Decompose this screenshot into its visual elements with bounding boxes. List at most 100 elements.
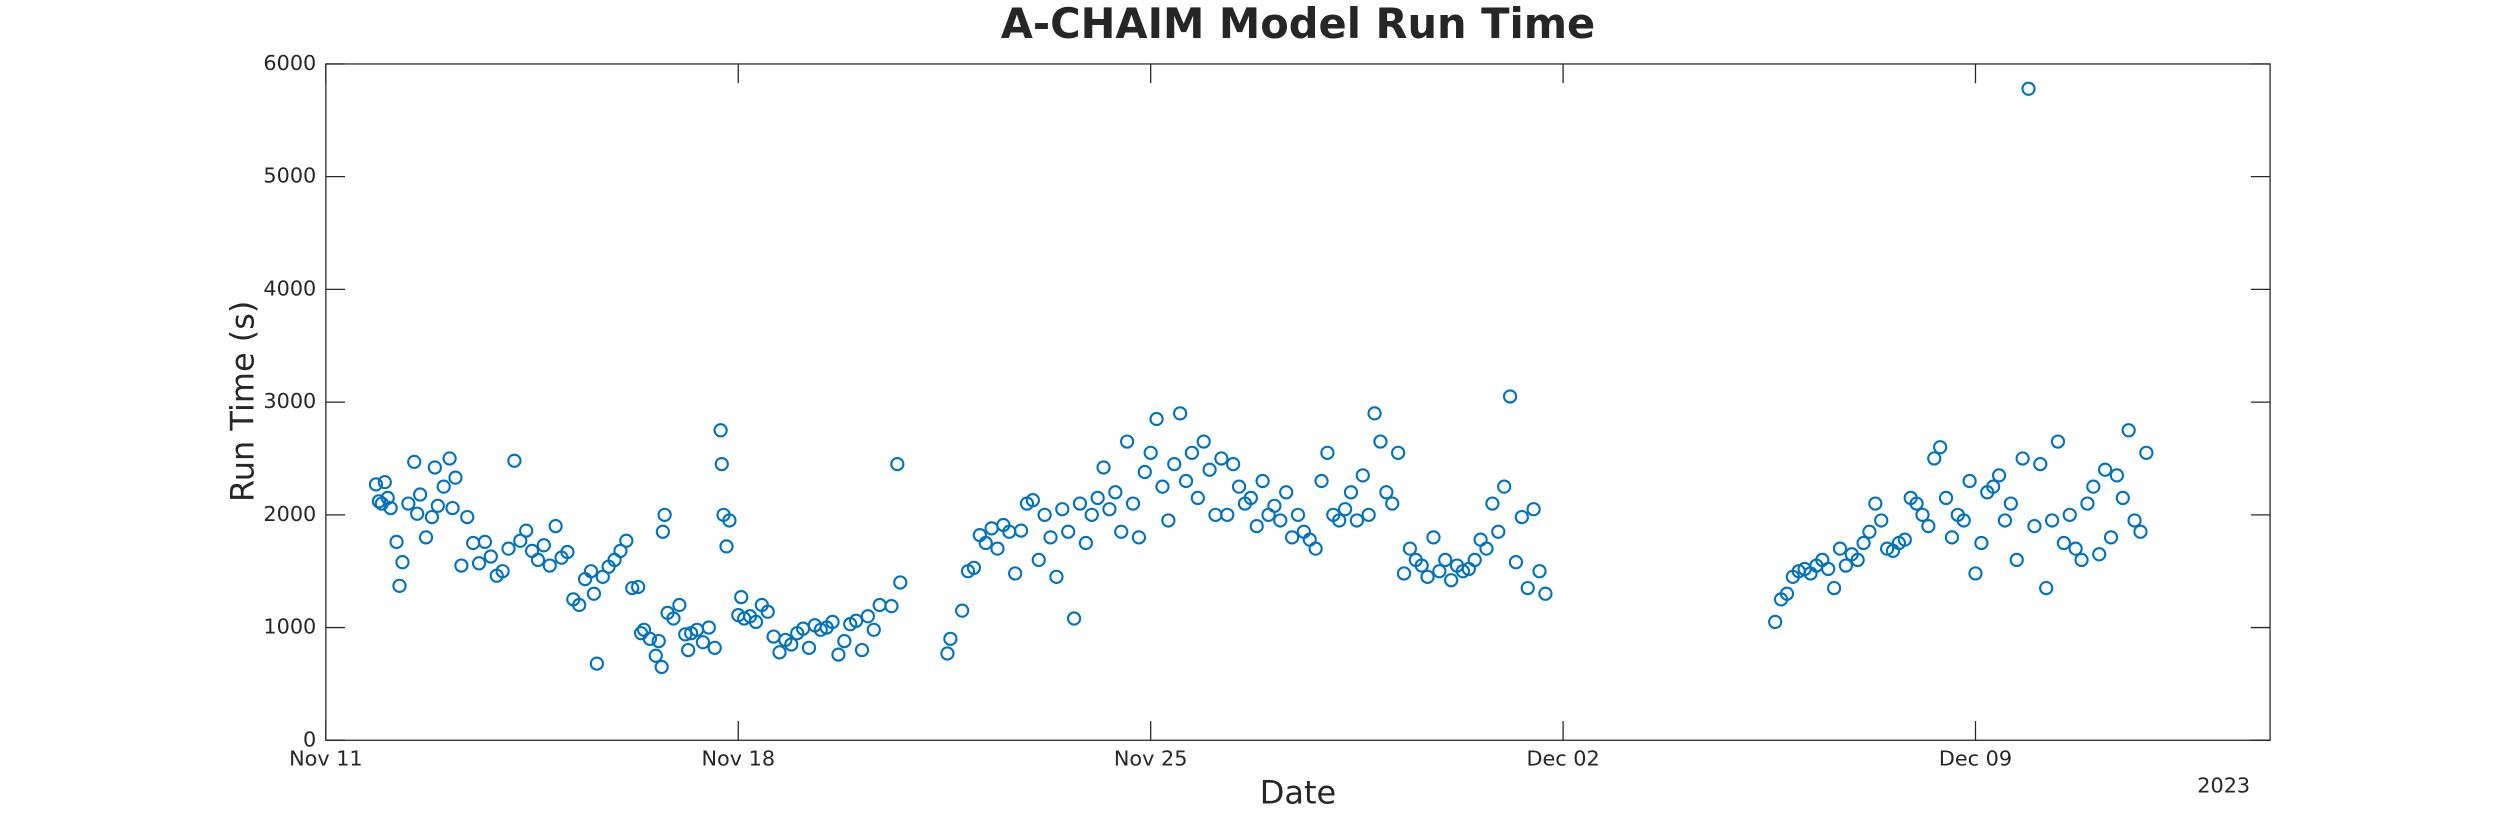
y-tick-label: 0 bbox=[303, 727, 316, 751]
data-point bbox=[1214, 451, 1229, 466]
data-point bbox=[1008, 566, 1023, 581]
data-point bbox=[642, 631, 658, 646]
data-point bbox=[1184, 445, 1200, 460]
data-point bbox=[1355, 468, 1370, 483]
data-point bbox=[436, 479, 451, 494]
data-point bbox=[2015, 451, 2030, 466]
data-point bbox=[1391, 445, 1406, 460]
data-point bbox=[648, 648, 663, 663]
data-point bbox=[1832, 541, 1848, 556]
data-point bbox=[801, 640, 817, 655]
data-point bbox=[734, 589, 749, 605]
data-point bbox=[966, 560, 982, 575]
data-point bbox=[1043, 530, 1058, 545]
data-point bbox=[1467, 552, 1482, 568]
data-point bbox=[848, 613, 864, 628]
data-point bbox=[984, 521, 999, 536]
data-point bbox=[442, 451, 457, 466]
x-tick-label: Dec 09 bbox=[1939, 746, 2012, 770]
data-point bbox=[2033, 456, 2048, 472]
data-point bbox=[784, 637, 799, 652]
data-point bbox=[1915, 507, 1930, 522]
data-point bbox=[631, 579, 646, 595]
data-point bbox=[424, 509, 440, 525]
data-point bbox=[2009, 552, 2024, 568]
data-point bbox=[1178, 473, 1194, 489]
data-point bbox=[2115, 490, 2130, 506]
data-point bbox=[657, 507, 672, 522]
data-point bbox=[1243, 490, 1258, 506]
data-point bbox=[722, 513, 737, 528]
data-point bbox=[1921, 518, 1936, 534]
data-point bbox=[1768, 614, 1783, 630]
data-point bbox=[1373, 434, 1388, 449]
data-point bbox=[1090, 490, 1105, 506]
data-point bbox=[1049, 569, 1064, 584]
data-point bbox=[460, 509, 475, 525]
data-point bbox=[2086, 479, 2101, 494]
data-point bbox=[2139, 445, 2154, 460]
data-point bbox=[2074, 552, 2089, 568]
data-point bbox=[1108, 485, 1123, 500]
data-point bbox=[413, 487, 428, 502]
data-point bbox=[760, 604, 775, 619]
data-point bbox=[893, 575, 908, 590]
data-point bbox=[825, 614, 840, 630]
data-point bbox=[1255, 473, 1270, 489]
data-point bbox=[1508, 555, 1524, 570]
data-point bbox=[1337, 502, 1353, 517]
data-point bbox=[714, 456, 729, 472]
data-point bbox=[1986, 479, 2001, 494]
data-point bbox=[1974, 535, 1989, 551]
data-point bbox=[1821, 561, 1836, 577]
data-point bbox=[1284, 530, 1300, 545]
data-point bbox=[1361, 507, 1376, 522]
data-point bbox=[890, 456, 905, 472]
data-point bbox=[1497, 479, 1512, 494]
data-point bbox=[1402, 541, 1418, 556]
data-point bbox=[507, 453, 522, 468]
data-point bbox=[2092, 547, 2107, 562]
data-point bbox=[1968, 566, 1983, 581]
data-point bbox=[1862, 524, 1877, 539]
data-point bbox=[371, 494, 387, 509]
data-point bbox=[2044, 513, 2060, 528]
data-point bbox=[940, 646, 955, 661]
x-year-label: 2023 bbox=[2197, 774, 2250, 798]
plot-box bbox=[325, 63, 2271, 741]
data-point bbox=[1779, 586, 1795, 601]
data-point bbox=[1279, 485, 1294, 500]
data-point bbox=[1096, 460, 1111, 475]
data-point bbox=[1072, 496, 1088, 511]
data-point bbox=[1927, 451, 1942, 466]
data-point bbox=[389, 534, 404, 549]
data-point bbox=[1426, 530, 1441, 545]
data-point bbox=[625, 580, 640, 596]
data-point bbox=[1826, 580, 1842, 596]
data-point bbox=[1438, 552, 1453, 568]
data-point bbox=[377, 475, 392, 490]
data-point bbox=[1385, 496, 1400, 511]
data-point bbox=[466, 535, 481, 551]
data-point bbox=[1149, 411, 1164, 427]
data-point bbox=[1196, 434, 1211, 449]
data-point bbox=[884, 599, 899, 614]
data-point bbox=[430, 498, 445, 513]
data-point bbox=[866, 622, 881, 637]
data-point bbox=[1991, 468, 2007, 483]
data-point bbox=[1066, 611, 1082, 626]
data-point bbox=[1874, 513, 1889, 528]
data-point bbox=[633, 626, 649, 641]
data-point bbox=[854, 642, 870, 658]
data-point bbox=[1078, 535, 1093, 551]
data-point bbox=[572, 597, 587, 613]
data-point bbox=[1520, 580, 1535, 596]
data-point bbox=[380, 490, 395, 506]
data-point bbox=[678, 627, 693, 642]
data-point bbox=[589, 656, 604, 671]
y-tick-label: 6000 bbox=[263, 51, 316, 75]
data-point bbox=[495, 564, 510, 579]
data-point bbox=[1997, 513, 2013, 528]
data-point bbox=[1061, 524, 1076, 539]
